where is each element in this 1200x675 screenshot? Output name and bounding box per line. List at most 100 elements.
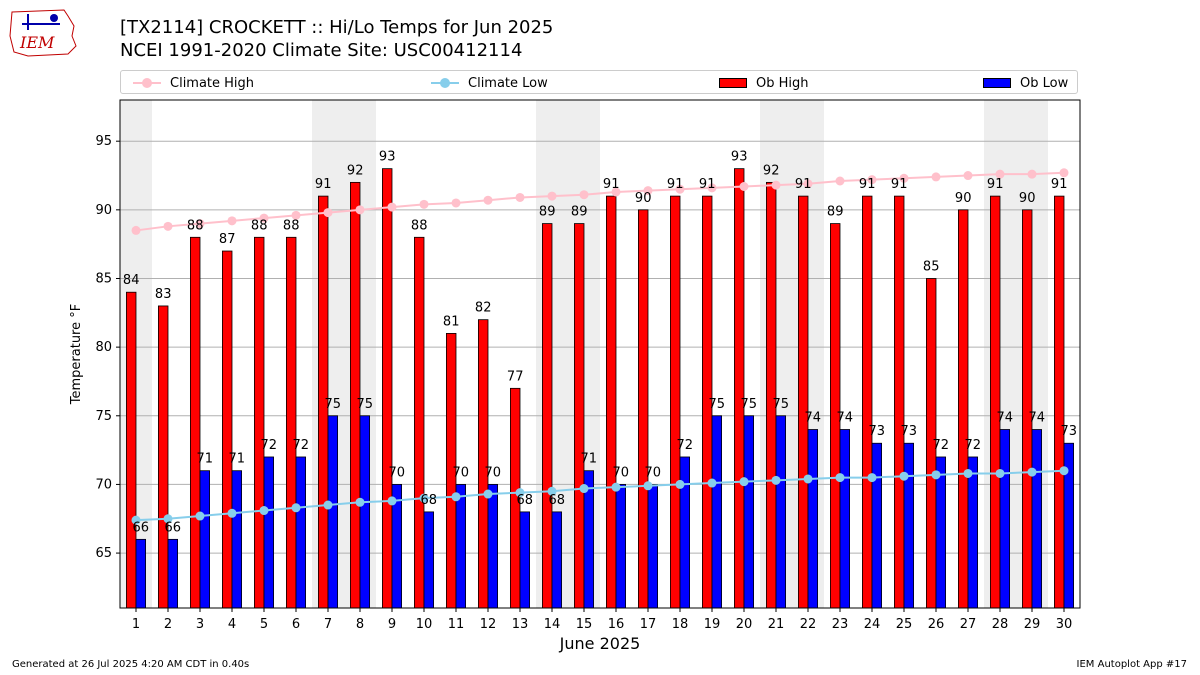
ob-high-bar [990, 195, 1001, 609]
chart-subtitle: NCEI 1991-2020 Climate Site: USC00412114 [120, 40, 523, 61]
ob-high-value-label: 91 [699, 177, 716, 192]
x-tick-label: 6 [292, 617, 300, 632]
ob-high-value-label: 91 [987, 177, 1004, 192]
ob-low-bar [135, 538, 147, 609]
ob-low-value-label: 70 [453, 465, 470, 480]
ob-high-value-label: 91 [891, 177, 908, 192]
climate-low-point [867, 473, 877, 483]
ob-high-bar [381, 168, 393, 609]
climate-low-point [515, 488, 525, 498]
x-tick-label: 30 [1056, 617, 1073, 632]
climate-low-point [163, 514, 173, 524]
ob-low-bar [199, 470, 211, 609]
x-tick-label: 20 [736, 617, 753, 632]
climate-low-point [899, 471, 909, 481]
climate-high-point [611, 187, 621, 197]
ob-high-bar [670, 195, 681, 609]
logo-text: IEM [19, 33, 55, 52]
ob-high-bar [766, 181, 777, 609]
ob-high-value-label: 88 [251, 218, 268, 233]
ob-low-value-label: 70 [613, 465, 630, 480]
x-tick-label: 11 [448, 617, 465, 632]
ob-high-value-label: 90 [955, 191, 972, 206]
ob-low-bar [775, 415, 787, 609]
ob-high-bar [477, 319, 489, 609]
ob-high-bar [798, 195, 809, 609]
ob-high-value-label: 89 [827, 205, 844, 220]
x-tick-label: 29 [1024, 617, 1041, 632]
ob-low-value-label: 70 [485, 465, 502, 480]
ob-high-value-label: 77 [507, 369, 524, 384]
climate-low-point [1059, 466, 1069, 476]
iem-logo: IEM [9, 9, 77, 57]
ob-high-bar [542, 223, 553, 609]
ob-low-bar [295, 456, 307, 609]
climate-high-point [931, 172, 941, 182]
ob-low-bar [263, 456, 275, 609]
ob-low-value-label: 71 [581, 452, 598, 467]
climate-low-point [835, 473, 845, 483]
climate-high-point [1059, 168, 1069, 178]
ob-low-value-label: 75 [325, 397, 342, 412]
x-tick-label: 1 [132, 617, 140, 632]
ob-low-bar [743, 415, 755, 609]
climate-low-point [259, 506, 269, 516]
legend: Climate High Climate Low Ob High Ob Low [120, 70, 1078, 94]
climate-low-point [419, 493, 429, 503]
ob-high-value-label: 88 [283, 218, 300, 233]
ob-high-value-label: 92 [763, 163, 780, 178]
ob-low-value-label: 75 [741, 397, 758, 412]
ob-low-bar [167, 538, 179, 609]
climate-low-point [675, 479, 685, 489]
ob-high-value-label: 91 [795, 177, 812, 192]
ob-low-value-label: 71 [197, 452, 214, 467]
ob-high-bar [413, 236, 425, 609]
legend-climate-low: Climate Low [431, 74, 548, 92]
x-tick-label: 12 [480, 617, 497, 632]
y-tick-label: 85 [95, 271, 112, 286]
y-tick-label: 80 [95, 340, 112, 355]
x-tick-label: 14 [544, 617, 561, 632]
climate-low-point [547, 486, 557, 496]
climate-low-point [707, 478, 717, 488]
y-tick-label: 95 [95, 134, 112, 149]
x-tick-label: 25 [896, 617, 913, 632]
ob-low-bar [423, 511, 435, 609]
legend-climate-high: Climate High [133, 74, 254, 92]
x-tick-label: 24 [864, 617, 881, 632]
legend-ob-low-label: Ob Low [1020, 75, 1069, 91]
ob-low-bar [519, 511, 531, 609]
ob-high-value-label: 85 [923, 259, 940, 274]
ob-low-bar [903, 442, 915, 609]
ob-high-bar [862, 195, 873, 609]
y-tick-label: 90 [95, 203, 112, 218]
x-tick-label: 3 [196, 617, 204, 632]
ob-high-value-label: 93 [731, 150, 748, 165]
ob-low-bar [455, 484, 467, 609]
ob-low-value-label: 68 [517, 493, 534, 508]
ob-low-value-label: 74 [1029, 411, 1046, 426]
x-tick-label: 2 [164, 617, 172, 632]
ob-low-value-label: 74 [805, 411, 822, 426]
ob-high-value-label: 81 [443, 314, 460, 329]
ob-high-value-label: 90 [1019, 191, 1036, 206]
ob-high-value-label: 83 [155, 287, 172, 302]
ob-high-bar [958, 209, 969, 609]
ob-high-value-label: 89 [571, 205, 588, 220]
climate-high-point [707, 183, 717, 193]
climate-high-point [899, 173, 909, 183]
x-tick-label: 5 [260, 617, 268, 632]
ob-low-bar [967, 456, 979, 609]
y-axis-label: Temperature °F [69, 304, 84, 405]
climate-low-line [135, 469, 1065, 522]
x-tick-label: 23 [832, 617, 849, 632]
x-tick-label: 18 [672, 617, 689, 632]
climate-low-point [963, 468, 973, 478]
climate-high-point [963, 171, 973, 181]
climate-high-point [515, 192, 525, 202]
ob-high-bar [1022, 209, 1033, 609]
climate-low-point [131, 515, 141, 525]
ob-high-value-label: 90 [635, 191, 652, 206]
ob-low-value-label: 75 [357, 397, 374, 412]
